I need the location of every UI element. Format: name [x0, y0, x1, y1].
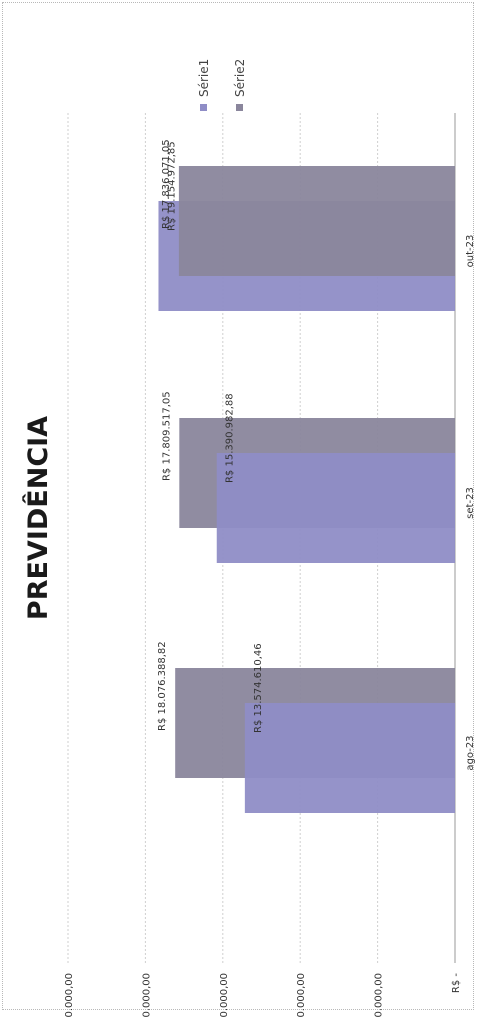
- y-tick-label: R$ -: [451, 973, 462, 993]
- data-label: R$ 18.076.388,82: [157, 641, 168, 731]
- category-label: out-23: [465, 235, 476, 268]
- data-label: R$ 15.390.982,88: [225, 393, 236, 483]
- chart-title: PREVIDÊNCIA: [22, 416, 54, 620]
- category-label: set-23: [465, 487, 476, 519]
- data-label: R$ 19.154.972,85: [166, 141, 177, 231]
- category-label: ago-23: [465, 735, 476, 770]
- legend-swatch: [236, 104, 243, 111]
- y-tick-label: R$ 10.000.000,00: [296, 973, 307, 1017]
- bar-ago-23-series1: [244, 703, 455, 813]
- chart-svg: R$ - R$ 5.000.000,00 R$ 10.000.000,00 R$ 15…: [22, 59, 476, 1017]
- bar-out-23-series2: [178, 166, 455, 276]
- legend-swatch: [200, 104, 207, 111]
- data-label: R$ 17.836.071,05: [161, 139, 172, 229]
- y-tick-label: R$ 15.000.000,00: [219, 973, 230, 1017]
- data-label: R$ 17.809.517,05: [161, 391, 172, 481]
- y-tick-label: R$ 5.000.000,00: [374, 973, 385, 1017]
- data-label: R$ 13.574.610,46: [253, 643, 264, 733]
- y-tick-label: R$ 20.000.000,00: [141, 973, 152, 1017]
- legend-label: Série2: [233, 59, 247, 97]
- y-tick-label: R$ 25.000.000,00: [64, 973, 75, 1017]
- legend-label: Série1: [197, 59, 211, 97]
- bar-set-23-series1: [216, 453, 455, 563]
